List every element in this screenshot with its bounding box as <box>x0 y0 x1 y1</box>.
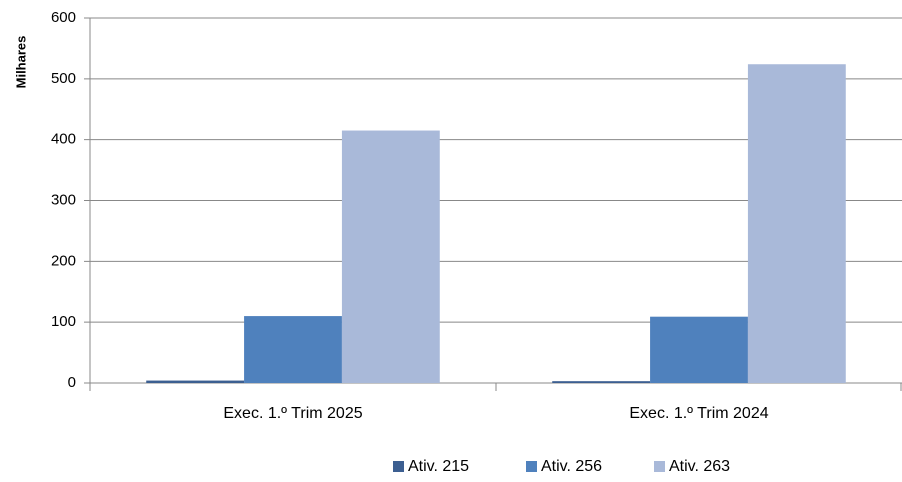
x-tick-label: Exec. 1.º Trim 2025 <box>223 405 362 422</box>
bar <box>552 381 651 383</box>
y-tick-label: 200 <box>51 252 76 269</box>
bar <box>650 316 748 383</box>
legend-label: Ativ. 256 <box>541 458 602 475</box>
y-tick-label: 100 <box>51 313 76 330</box>
y-tick-label: 0 <box>68 374 76 391</box>
x-tick-label: Exec. 1.º Trim 2024 <box>629 405 768 422</box>
bar <box>146 380 245 383</box>
bar <box>341 130 440 383</box>
bar <box>244 316 342 383</box>
y-tick-label: 400 <box>51 131 76 148</box>
legend-label: Ativ. 263 <box>669 458 730 475</box>
legend-swatch <box>526 461 537 472</box>
legend-swatch <box>654 461 665 472</box>
y-tick-label: 500 <box>51 70 76 87</box>
legend-label: Ativ. 215 <box>408 458 469 475</box>
y-tick-label: 300 <box>51 191 76 208</box>
y-axis-label: Milhares <box>13 36 28 89</box>
legend-swatch <box>393 461 404 472</box>
y-tick-label: 600 <box>51 9 76 26</box>
bar <box>747 64 846 383</box>
